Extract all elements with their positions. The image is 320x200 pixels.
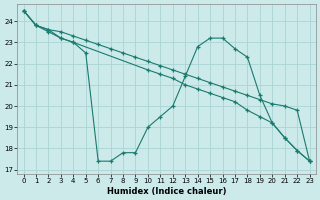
X-axis label: Humidex (Indice chaleur): Humidex (Indice chaleur) [107,187,226,196]
